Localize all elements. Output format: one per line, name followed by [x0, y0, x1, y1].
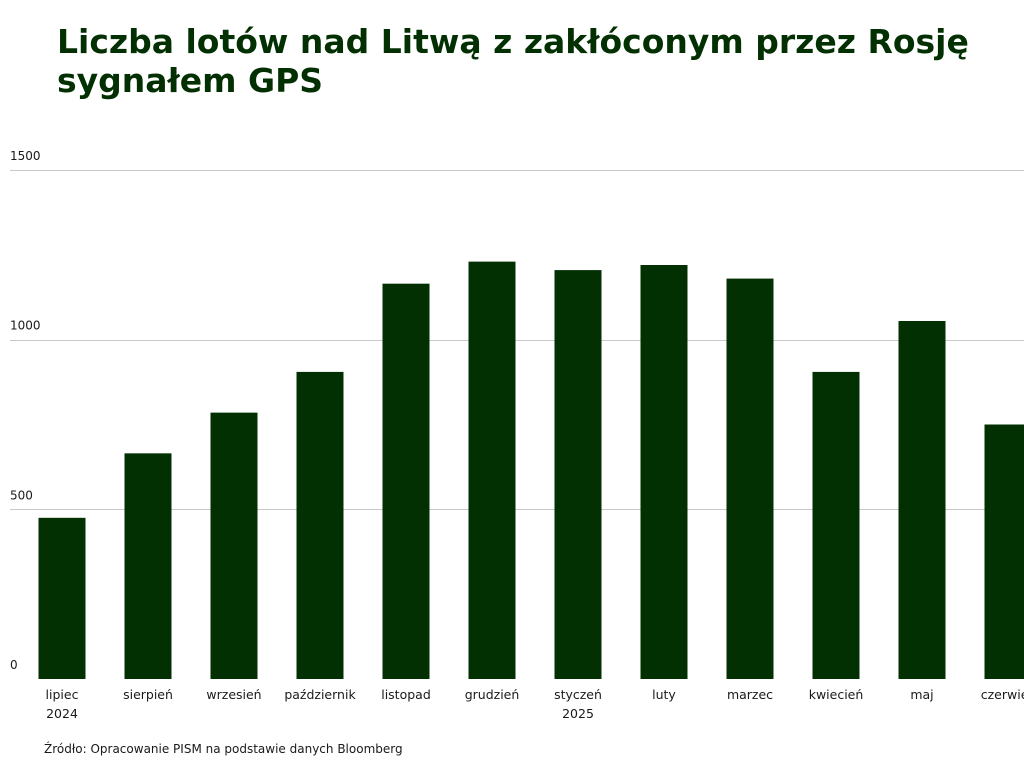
x-tick-label-4: listopad: [381, 687, 431, 702]
bar-6: [554, 270, 602, 679]
bar-0: [38, 517, 86, 679]
x-tick-label-2: wrzesień: [206, 687, 261, 702]
bar-5: [468, 261, 516, 679]
bar-10: [898, 321, 946, 679]
x-tick-label-3: październik: [284, 687, 356, 702]
x-tick-label-7: luty: [652, 687, 676, 702]
x-tick-label-6: styczeń 2025: [554, 687, 602, 721]
y-tick-label-1000: 1000: [10, 319, 41, 333]
bar-1: [124, 453, 172, 679]
bar-2: [210, 412, 258, 679]
y-axis-ticks: 0 500 1000 1500: [10, 149, 41, 672]
x-axis-labels: lipiec 2024 sierpień wrzesień październik lis…: [46, 687, 1024, 721]
x-tick-label-1: sierpień: [123, 687, 173, 702]
bar-11: [984, 424, 1024, 679]
source-note: Źródło: Opracowanie PISM na podstawie da…: [44, 742, 403, 756]
bar-4: [382, 283, 430, 679]
x-tick-label-11: czerwiec: [981, 687, 1024, 702]
x-tick-label-0: lipiec 2024: [46, 687, 79, 721]
y-tick-label-0: 0: [10, 658, 18, 672]
chart-title-line-2: sygnałem GPS: [57, 61, 324, 100]
bar-7: [640, 265, 688, 679]
x-tick-label-9: kwiecień: [809, 687, 864, 702]
bar-8: [726, 278, 774, 679]
bar-9: [812, 371, 860, 679]
bars: [38, 261, 1024, 679]
x-tick-label-10: maj: [910, 687, 933, 702]
x-tick-label-8: marzec: [727, 687, 773, 702]
bar-chart: 0 500 1000 1500 lipiec 2024 sierpień wrzesień p…: [10, 149, 1024, 721]
chart-title-line-1: Liczba lotów nad Litwą z zakłóconym prze…: [57, 22, 969, 61]
chart-title: Liczba lotów nad Litwą z zakłóconym prze…: [57, 22, 1007, 100]
bar-3: [296, 371, 344, 679]
y-tick-label-1500: 1500: [10, 149, 41, 163]
y-tick-label-500: 500: [10, 488, 33, 502]
x-tick-label-5: grudzień: [465, 687, 520, 702]
